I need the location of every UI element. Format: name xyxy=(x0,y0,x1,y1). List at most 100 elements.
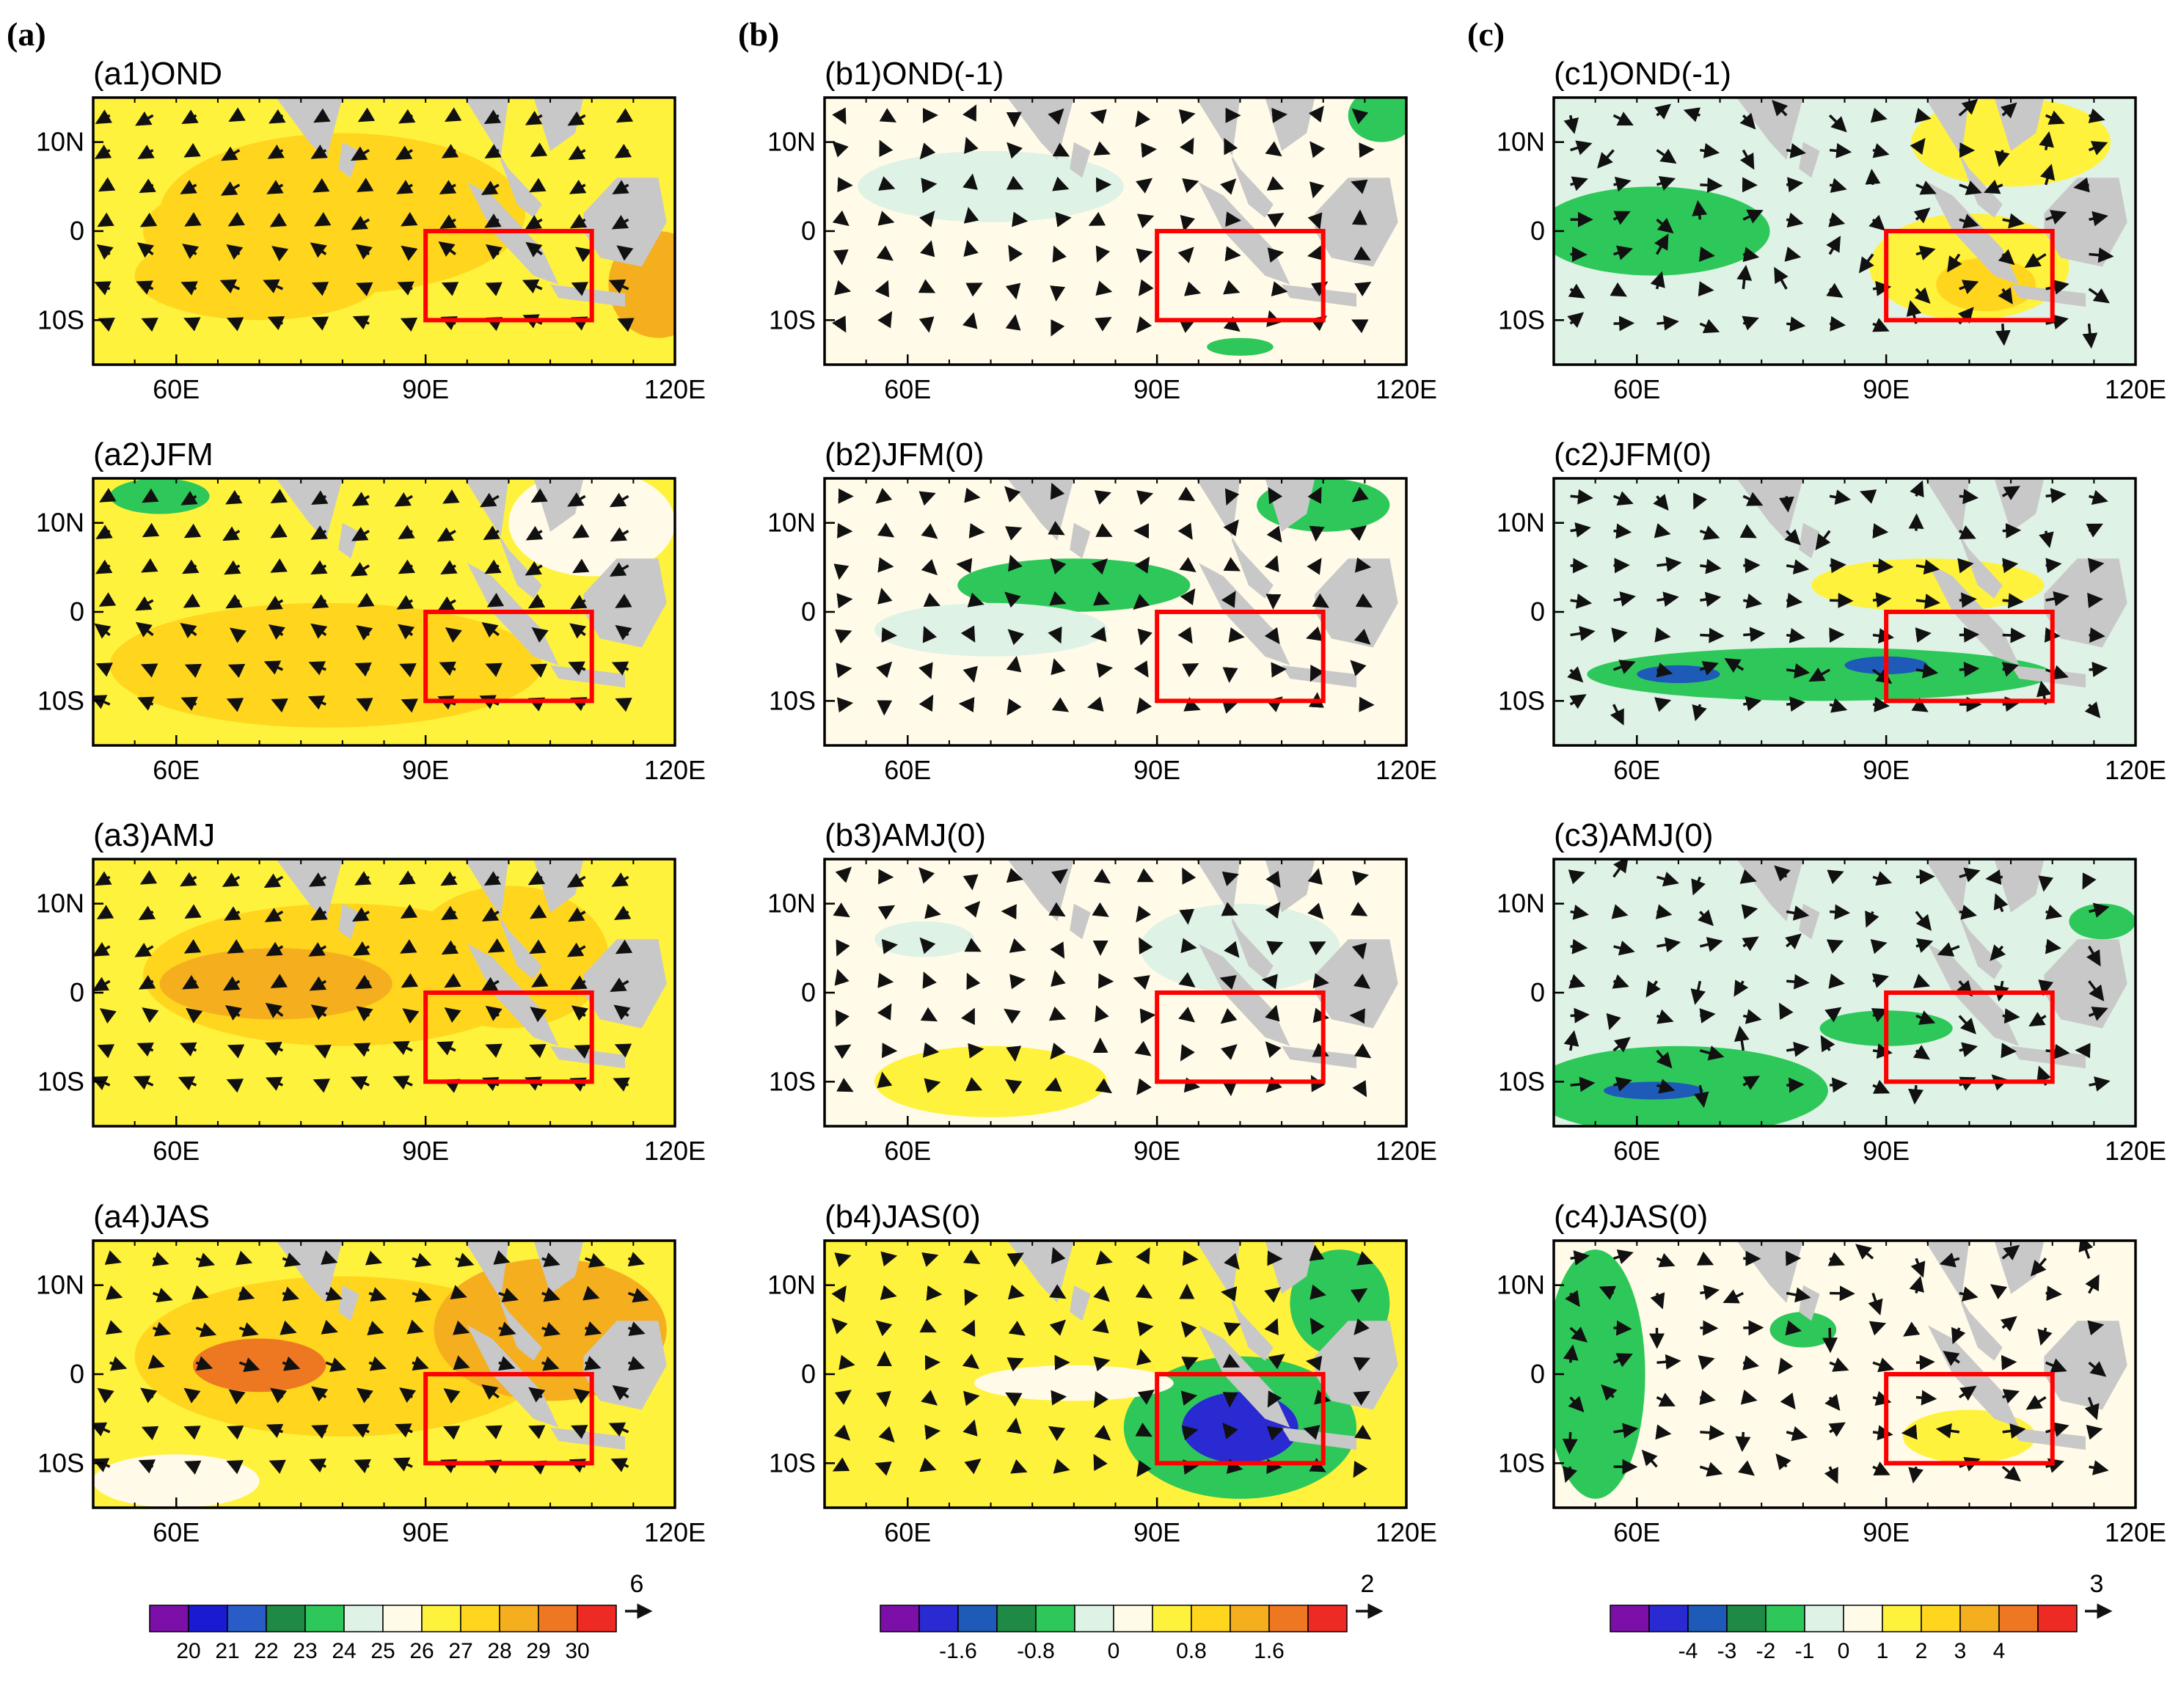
wind-vector xyxy=(1830,558,1846,574)
wind-vector xyxy=(1993,893,2009,913)
wind-vector xyxy=(138,975,156,990)
wind-vector xyxy=(1700,143,1720,158)
wind-vector xyxy=(876,245,894,261)
wind-vector xyxy=(195,1252,216,1268)
reference-vector-value: 2 xyxy=(1361,1570,1375,1598)
wind-vector xyxy=(575,247,593,263)
wind-vector xyxy=(263,660,284,675)
wind-vector xyxy=(355,244,373,260)
shading-contour xyxy=(1902,1409,2036,1464)
land-mass xyxy=(1070,903,1091,940)
wind-vector xyxy=(1612,112,1634,126)
wind-vector xyxy=(963,240,979,258)
wind-vector xyxy=(1350,902,1368,916)
wind-vector xyxy=(1265,1004,1280,1022)
wind-vector xyxy=(1004,1008,1021,1024)
wind-vector xyxy=(615,624,632,640)
wind-vector xyxy=(1826,939,1844,954)
wind-vector xyxy=(614,143,632,158)
wind-vector xyxy=(498,1288,519,1303)
wind-vector xyxy=(180,696,198,711)
wind-vector xyxy=(1225,211,1242,227)
wind-vector xyxy=(1829,315,1846,332)
wind-vector xyxy=(99,488,117,503)
wind-vector xyxy=(1959,489,1979,505)
x-tick-label: 90E xyxy=(1863,755,1910,785)
wind-vector xyxy=(1137,1390,1155,1405)
wind-vector xyxy=(832,141,849,158)
wind-vector xyxy=(1051,869,1068,885)
colorbar-swatch xyxy=(1882,1605,1922,1632)
wind-vector xyxy=(307,696,326,710)
wind-vector xyxy=(1177,522,1193,540)
wind-vector xyxy=(965,282,983,297)
wind-vector xyxy=(142,522,160,538)
wind-vector xyxy=(1051,1390,1067,1406)
wind-vector xyxy=(832,1457,850,1472)
wind-vector xyxy=(1742,492,1764,506)
colorbar-label: 21 xyxy=(215,1639,239,1663)
wind-vector xyxy=(1567,312,1585,328)
map-panel: (b1)OND(-1) 60E 90E 120E 10N 0 10S xyxy=(767,56,1437,404)
colorbar-swatch xyxy=(382,1605,423,1632)
wind-vector xyxy=(436,1041,456,1056)
wind-vector xyxy=(1351,179,1368,194)
wind-vector xyxy=(392,1076,413,1090)
land-mass xyxy=(1799,522,1820,559)
y-tick-label: 10S xyxy=(769,685,816,715)
wind-vector xyxy=(1641,1449,1658,1468)
wind-vector xyxy=(1698,247,1715,262)
wind-vector xyxy=(485,244,503,260)
wind-vector xyxy=(527,870,546,886)
wind-vector xyxy=(877,905,896,920)
wind-vector xyxy=(568,907,586,922)
wind-vector xyxy=(525,561,543,576)
wind-vector xyxy=(1353,1460,1368,1478)
wind-vector xyxy=(1309,181,1325,199)
wind-vector xyxy=(1050,558,1067,575)
wind-vector xyxy=(875,487,893,504)
wind-vector xyxy=(1827,1252,1845,1266)
wind-vector xyxy=(1915,1390,1937,1406)
wind-vector xyxy=(1182,1250,1199,1266)
colorbar-swatch xyxy=(918,1605,959,1632)
land-mass xyxy=(2011,1045,2086,1069)
wind-vector xyxy=(1570,905,1590,920)
wind-vector xyxy=(229,627,247,643)
wind-vector xyxy=(1696,1251,1714,1266)
wind-vector xyxy=(1050,941,1065,959)
wind-vector xyxy=(1612,491,1634,506)
wind-vector xyxy=(1612,974,1629,989)
wind-vector xyxy=(2089,489,2108,506)
wind-vector xyxy=(2045,110,2065,125)
wind-vector xyxy=(401,211,418,227)
wind-vector xyxy=(310,906,328,921)
wind-vector xyxy=(401,973,419,988)
wind-vector xyxy=(582,1285,600,1301)
wind-vector xyxy=(135,111,154,126)
wind-vector xyxy=(2089,1076,2111,1092)
wind-vector xyxy=(1051,658,1066,676)
land-mass xyxy=(442,1241,542,1361)
x-tick-label: 60E xyxy=(153,374,200,404)
wind-vector xyxy=(2045,280,2069,295)
wind-vector xyxy=(271,698,288,713)
wind-vector xyxy=(962,173,978,190)
y-tick-label: 0 xyxy=(801,1359,816,1389)
colorbar-swatch xyxy=(421,1605,461,1632)
wind-vector xyxy=(445,627,462,643)
wind-vector xyxy=(1352,870,1369,886)
wind-vector xyxy=(1700,1425,1725,1441)
wind-vector xyxy=(1094,1425,1111,1441)
wind-vector xyxy=(2028,1012,2047,1027)
wind-vector xyxy=(2001,1244,2020,1260)
wind-vector xyxy=(1265,1076,1282,1093)
wind-vector xyxy=(184,663,202,678)
wind-vector xyxy=(105,1320,123,1335)
wind-vector xyxy=(1181,1425,1199,1441)
wind-vector xyxy=(877,587,893,605)
wind-vector xyxy=(436,527,456,542)
y-tick-label: 0 xyxy=(1530,977,1545,1007)
wind-vector xyxy=(1568,283,1585,299)
